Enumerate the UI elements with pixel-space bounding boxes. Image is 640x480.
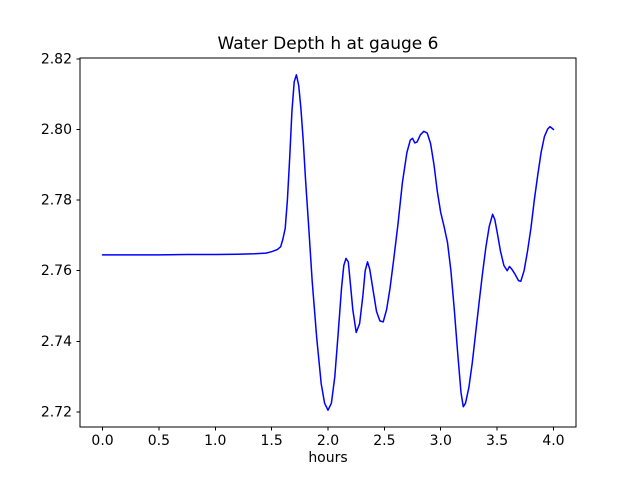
x-tick-label: 3.0 xyxy=(430,433,452,449)
x-tick-label: 2.5 xyxy=(373,433,395,449)
x-axis-label: hours xyxy=(308,450,347,466)
x-tick-label: 0.0 xyxy=(91,433,113,449)
water-depth-data-line xyxy=(101,74,555,411)
y-tick-label: 2.80 xyxy=(41,122,72,138)
plot-area xyxy=(79,57,577,428)
x-axis-ticks: 0.0 0.5 1.0 1.5 2.0 2.5 3.0 3.5 4.0 xyxy=(91,427,565,449)
chart-title: Water Depth h at gauge 6 xyxy=(218,34,439,54)
y-tick-label: 2.72 xyxy=(41,404,72,420)
y-tick-label: 2.82 xyxy=(41,51,72,67)
y-tick-label: 2.76 xyxy=(41,263,72,279)
x-tick-label: 0.5 xyxy=(148,433,170,449)
y-tick-label: 2.78 xyxy=(41,193,72,209)
x-tick-label: 3.5 xyxy=(486,433,508,449)
x-tick-label: 4.0 xyxy=(542,433,564,449)
x-tick-label: 1.0 xyxy=(204,433,226,449)
x-tick-label: 1.5 xyxy=(261,433,283,449)
y-axis-ticks: 2.72 2.74 2.76 2.78 2.80 2.82 xyxy=(41,51,80,420)
x-tick-label: 2.0 xyxy=(317,433,339,449)
y-tick-label: 2.74 xyxy=(41,334,72,350)
